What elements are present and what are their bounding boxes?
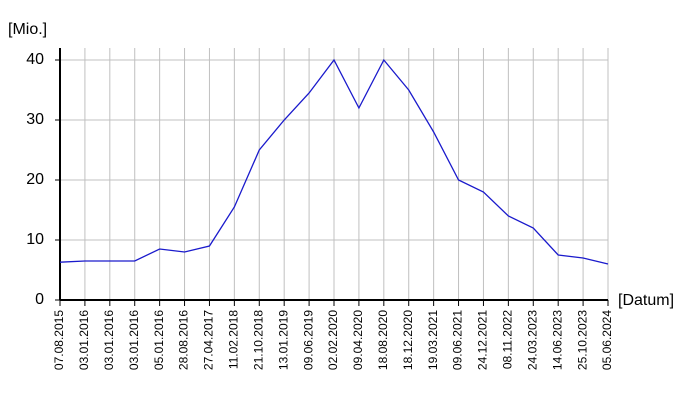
y-tick-label: 0 [35, 291, 44, 308]
y-tick-label: 20 [26, 171, 44, 188]
x-tick-label: 13.01.2019 [276, 310, 290, 370]
line [59, 58, 609, 265]
x-tick-label: 02.02.2020 [326, 310, 340, 370]
x-tick-label: 11.02.2018 [227, 310, 241, 369]
x-axis-label: [Datum] [618, 292, 674, 309]
x-tick-label: 24.12.2021 [476, 310, 490, 370]
x-tick-label: 09.06.2021 [451, 310, 465, 370]
x-tick-label: 05.01.2016 [152, 310, 166, 370]
y-axis-label: [Mio.] [8, 21, 47, 38]
y-tick-label: 10 [26, 231, 44, 248]
x-tick-label: 09.06.2019 [301, 310, 315, 370]
y-tick-label: 40 [26, 51, 44, 68]
x-tick-label: 25.10.2023 [575, 310, 589, 370]
x-tick-label: 24.03.2023 [525, 310, 539, 370]
x-tick-label: 27.04.2017 [202, 310, 216, 370]
x-tick-label: 18.12.2020 [401, 310, 415, 370]
x-tick-label: 05.06.2024 [600, 310, 614, 370]
x-tick-label: 21.10.2018 [251, 310, 265, 370]
x-tick-label: 03.01.2016 [127, 310, 141, 370]
x-tick-label: 19.03.2021 [426, 310, 440, 370]
x-tick-label: 07.08.2015 [52, 310, 66, 370]
x-tick-label: 03.01.2016 [77, 310, 91, 370]
x-tick-label: 08.11.2022 [501, 310, 515, 369]
x-tick-label: 28.08.2016 [177, 310, 191, 370]
x-tick-label: 03.01.2016 [102, 310, 116, 370]
x-tick-label: 09.04.2020 [351, 310, 365, 370]
x-tick-label: 18.08.2020 [376, 310, 390, 370]
y-tick-label: 30 [26, 111, 44, 128]
x-tick-label: 14.06.2023 [550, 310, 564, 370]
